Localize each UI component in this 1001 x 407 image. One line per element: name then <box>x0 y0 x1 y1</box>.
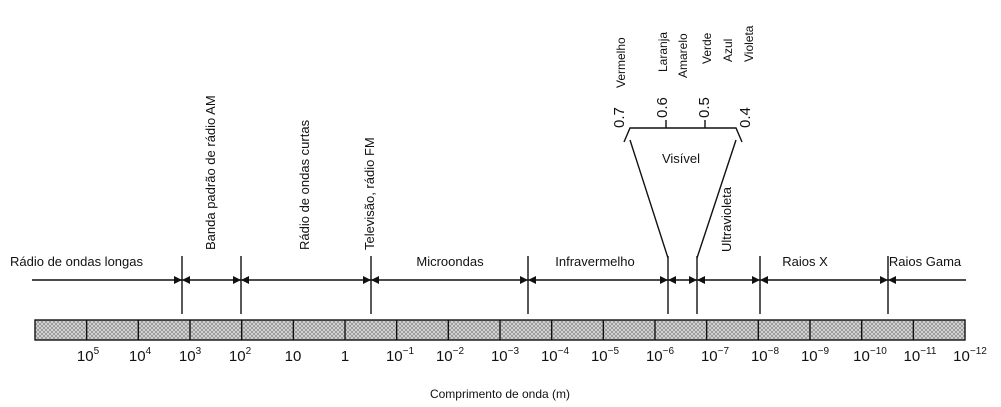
arrowhead <box>752 276 760 284</box>
visible-ticks <box>665 120 706 128</box>
scale-base: 1 <box>341 348 349 365</box>
region-label-vertical: Rádio de ondas curtas <box>297 119 312 250</box>
axis-label: Comprimento de onda (m) <box>430 387 570 401</box>
scale-exponent: 5 <box>94 346 100 357</box>
arrowhead <box>689 276 697 284</box>
scale-label: 105 <box>77 346 100 365</box>
color-label: Azul <box>721 39 735 62</box>
scale-base: 10 <box>491 348 508 365</box>
scale-label: 10−8 <box>751 346 780 365</box>
scale-exponent: −3 <box>508 346 520 357</box>
scale-exponent: −4 <box>558 346 570 357</box>
scale-label: 10−11 <box>904 346 937 365</box>
wavelength-label: 0.7 <box>611 107 628 128</box>
visible-label: Visível <box>662 151 700 166</box>
scale-exponent: −12 <box>970 346 987 357</box>
scale-label: 10−4 <box>541 346 570 365</box>
scale-exponent: −5 <box>608 346 620 357</box>
scale-label: 10−5 <box>591 346 620 365</box>
scale-base: 10 <box>953 348 970 365</box>
arrowhead <box>888 276 896 284</box>
scale-base: 10 <box>179 348 196 365</box>
scale-base: 10 <box>229 348 246 365</box>
scale-exponent: −10 <box>870 346 887 357</box>
scale-base: 10 <box>801 348 818 365</box>
scale-base: 10 <box>386 348 403 365</box>
arrowhead <box>174 276 182 284</box>
scale-base: 10 <box>591 348 608 365</box>
scale-base: 10 <box>646 348 663 365</box>
arrowhead <box>697 276 705 284</box>
scale-label: 10−3 <box>491 346 520 365</box>
region-label-vertical: Banda padrão de rádio AM <box>203 95 218 250</box>
visible-bracket <box>623 127 743 143</box>
arrowhead <box>880 276 888 284</box>
scale-label: 104 <box>129 346 152 365</box>
scale-base: 10 <box>77 348 94 365</box>
arrowhead <box>520 276 528 284</box>
scale-exponent: −2 <box>453 346 465 357</box>
color-label: Amarelo <box>676 33 690 78</box>
arrowhead <box>371 276 379 284</box>
scale-exponent: −7 <box>718 346 730 357</box>
scale-exponent: −1 <box>403 346 415 357</box>
arrowhead <box>668 276 676 284</box>
scale-label: 102 <box>229 346 252 365</box>
arrowhead <box>241 276 249 284</box>
region-label-vertical: Televisão, rádio FM <box>362 137 377 250</box>
wavelength-label: 0.5 <box>696 97 713 118</box>
arrowhead <box>182 276 190 284</box>
color-label: Vermelho <box>614 37 628 88</box>
scale-label: 10−1 <box>386 346 415 365</box>
scale-label: 10−7 <box>701 346 730 365</box>
visible-funnel <box>629 139 737 259</box>
scale-exponent: −9 <box>818 346 830 357</box>
scale-base: 10 <box>541 348 558 365</box>
scale-exponent: 3 <box>196 346 202 357</box>
scale-label: 10−2 <box>436 346 465 365</box>
arrowhead <box>528 276 536 284</box>
scale-base: 10 <box>701 348 718 365</box>
scale-exponent: −11 <box>920 346 937 357</box>
scale-label: 10−9 <box>801 346 830 365</box>
region-label: Raios Gama <box>889 254 962 269</box>
region-label: Raios X <box>782 254 828 269</box>
arrowhead <box>760 276 768 284</box>
scale-exponent: 2 <box>246 346 252 357</box>
scale-label: 10−6 <box>646 346 675 365</box>
scale-base: 10 <box>904 348 921 365</box>
scale-label: 10 <box>285 348 302 365</box>
scale-exponent: −8 <box>768 346 780 357</box>
color-label: Verde <box>700 32 714 64</box>
scale-base: 10 <box>436 348 453 365</box>
region-label: Infravermelho <box>555 254 634 269</box>
arrowhead <box>233 276 241 284</box>
scale-label: 10−12 <box>953 346 987 365</box>
scale-exponent: 4 <box>146 346 152 357</box>
scale-label: 10−10 <box>853 346 887 365</box>
arrowhead <box>660 276 668 284</box>
scale-label: 1 <box>341 348 349 365</box>
color-label: Violeta <box>742 25 756 62</box>
wavelength-label: 0.6 <box>654 97 671 118</box>
color-label: Laranja <box>656 32 670 72</box>
arrowhead <box>363 276 371 284</box>
scale-exponent: −6 <box>663 346 675 357</box>
region-label-vertical: Ultravioleta <box>719 186 734 252</box>
region-label: Microondas <box>416 254 484 269</box>
scale-base: 10 <box>853 348 870 365</box>
region-label: Rádio de ondas longas <box>10 254 143 269</box>
scale-base: 10 <box>285 348 302 365</box>
scale-label: 103 <box>179 346 202 365</box>
scale-base: 10 <box>751 348 768 365</box>
wavelength-label: 0.4 <box>737 107 754 128</box>
scale-base: 10 <box>129 348 146 365</box>
